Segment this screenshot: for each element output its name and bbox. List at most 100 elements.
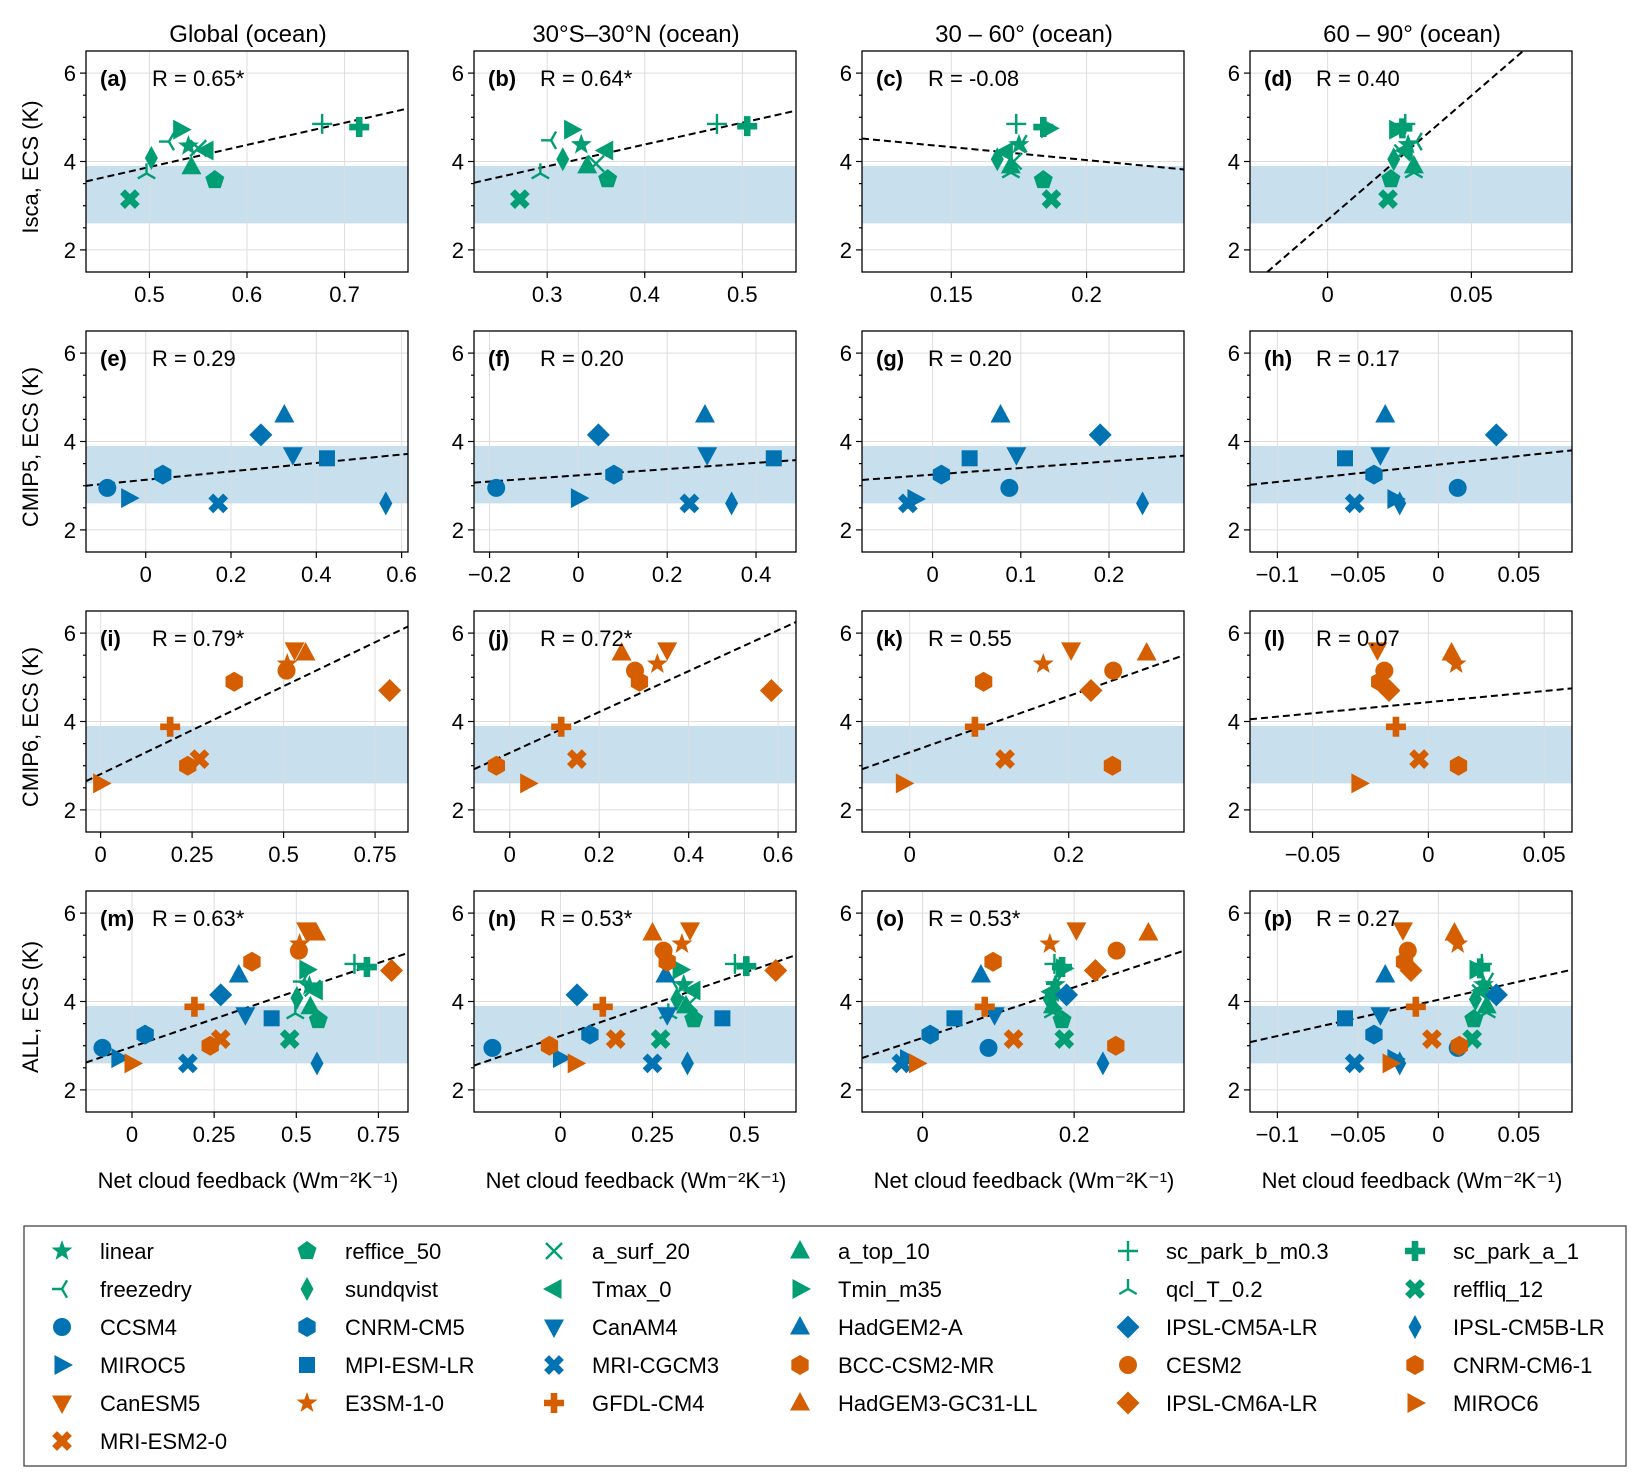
y-tick-label: 6	[1228, 621, 1240, 646]
legend-marker	[790, 1240, 810, 1259]
point-gfdl-cm4	[592, 996, 613, 1017]
panel-label: (p)	[1264, 906, 1292, 931]
legend-item-tmin-m35: Tmin_m35	[792, 1277, 942, 1302]
point-gfdl-cm4	[184, 996, 205, 1017]
x-tick-label: 0.25	[631, 1122, 674, 1147]
legend-item-freezedry: freezedry	[52, 1277, 192, 1302]
legend-label: MIROC6	[1453, 1391, 1539, 1416]
y-tick-label: 6	[1228, 341, 1240, 366]
point-linear	[570, 133, 592, 154]
point-canam4	[1370, 1007, 1391, 1026]
point-gfdl-cm4	[974, 996, 995, 1017]
y-tick-label: 4	[840, 990, 852, 1015]
x-tick-label: 0.25	[193, 1122, 236, 1147]
point-mpi-esm-lr	[1336, 450, 1353, 467]
point-canesm5	[1367, 642, 1388, 661]
legend-item-qcl-t-0-2: qcl_T_0.2	[1118, 1277, 1263, 1302]
point-miroc6	[520, 773, 539, 794]
point-miroc6	[567, 1053, 587, 1074]
legend-marker	[790, 1392, 810, 1411]
scatter-points	[93, 921, 404, 1076]
legend-item-canesm5: CanESM5	[52, 1391, 200, 1416]
y-tick-label: 6	[64, 901, 76, 926]
y-tick-label: 2	[64, 1078, 76, 1103]
point-reffliq-12	[650, 1029, 671, 1049]
point-mri-cgcm3	[1344, 1053, 1365, 1074]
x-tick-label: 0.6	[386, 562, 417, 587]
legend-item-cnrm-cm5: CNRM-CM5	[298, 1315, 465, 1340]
x-tick-label: 0.5	[729, 1122, 760, 1147]
likely-range-band	[474, 725, 796, 784]
legend-label: Tmin_m35	[838, 1277, 942, 1302]
row-label-1: CMIP5, ECS (K)	[18, 367, 43, 527]
y-tick-label: 2	[452, 798, 464, 823]
y-tick-label: 2	[452, 518, 464, 543]
point-hadgem2-a	[228, 963, 249, 983]
point-a-top-10	[300, 995, 321, 1015]
point-a-top-10	[577, 154, 598, 174]
point-sc-park-a-1	[737, 116, 758, 137]
panel-label: (m)	[100, 906, 134, 931]
panel-a: 2 4 6 0.5 0.6 0.7 (a) R = 0.65*	[64, 50, 409, 307]
point-gfdl-cm4	[964, 716, 985, 737]
point-e3sm-1-0	[671, 933, 693, 953]
point-mpi-esm-lr	[263, 1010, 280, 1027]
y-tick-label: 2	[840, 518, 852, 543]
legend-label: linear	[100, 1239, 154, 1264]
correlation-label: R = 0.53*	[928, 906, 1021, 931]
point-hadgem3-gc31-ll	[306, 921, 326, 941]
scatter-points	[898, 403, 1150, 516]
point-bcc-csm2-mr	[179, 755, 197, 776]
legend-marker	[52, 1395, 72, 1414]
scatter-points	[1336, 403, 1508, 516]
point-linear	[673, 973, 695, 994]
scatter-points	[1336, 921, 1508, 1076]
legend-item-linear: linear	[51, 1239, 154, 1264]
y-tick-label: 6	[64, 61, 76, 86]
point-canam4	[282, 447, 303, 466]
point-sundqvist	[144, 145, 158, 170]
legend-frame	[23, 1225, 1627, 1467]
point-cesm2	[1107, 941, 1126, 960]
legend-label: E3SM-1-0	[345, 1391, 444, 1416]
x-tick-label: 0	[1422, 842, 1434, 867]
legend-label: MRI-ESM2-0	[100, 1429, 227, 1454]
legend-label: CNRM-CM6-1	[1453, 1353, 1592, 1378]
legend-label: qcl_T_0.2	[1166, 1277, 1263, 1302]
point-sc-park-b-m0-3	[706, 113, 727, 134]
panel-k: 2 4 6 0 0.2 (k) R = 0.55	[840, 610, 1185, 867]
y-tick-label: 4	[64, 990, 76, 1015]
point-reffliq-12	[1041, 189, 1062, 209]
point-miroc6	[909, 1053, 928, 1074]
point-tmin-m35	[1389, 119, 1408, 140]
point-ipsl-cm5a-lr	[209, 983, 233, 1007]
regression-line	[862, 137, 1184, 171]
legend-marker	[297, 1241, 317, 1260]
point-gfdl-cm4	[160, 716, 181, 737]
column-title-0: Global (ocean)	[169, 21, 326, 48]
likely-range-band	[474, 445, 796, 504]
scatter-points	[891, 921, 1159, 1076]
legend-marker	[1116, 1391, 1140, 1415]
legend-marker	[1405, 1241, 1425, 1261]
x-tick-label: 0	[572, 562, 584, 587]
legend-label: CCSM4	[100, 1315, 177, 1340]
point-hadgem2-a	[655, 963, 676, 983]
legend-item-canam4: CanAM4	[544, 1315, 678, 1340]
panel-g: 2 4 6 0 0.1 0.2 (g) R = 0.20	[840, 330, 1185, 587]
scatter-points	[1351, 641, 1468, 794]
point-sundqvist	[290, 985, 304, 1010]
y-tick-label: 6	[840, 61, 852, 86]
row-label-2: CMIP6, ECS (K)	[18, 647, 43, 807]
point-qcl-t-0-2	[1001, 162, 1021, 179]
y-tick-label: 4	[452, 710, 464, 735]
point-tmax-0	[681, 980, 701, 1001]
x-tick-label: −0.05	[1330, 1122, 1386, 1147]
y-tick-label: 4	[452, 150, 464, 175]
column-title-1: 30°S–30°N (ocean)	[532, 21, 739, 48]
y-tick-label: 4	[840, 430, 852, 455]
point-e3sm-1-0	[289, 933, 311, 953]
legend-item-sc-park-a-1: sc_park_a_1	[1405, 1239, 1579, 1264]
point-mri-esm2-0	[566, 749, 587, 769]
y-tick-label: 2	[1228, 238, 1240, 263]
